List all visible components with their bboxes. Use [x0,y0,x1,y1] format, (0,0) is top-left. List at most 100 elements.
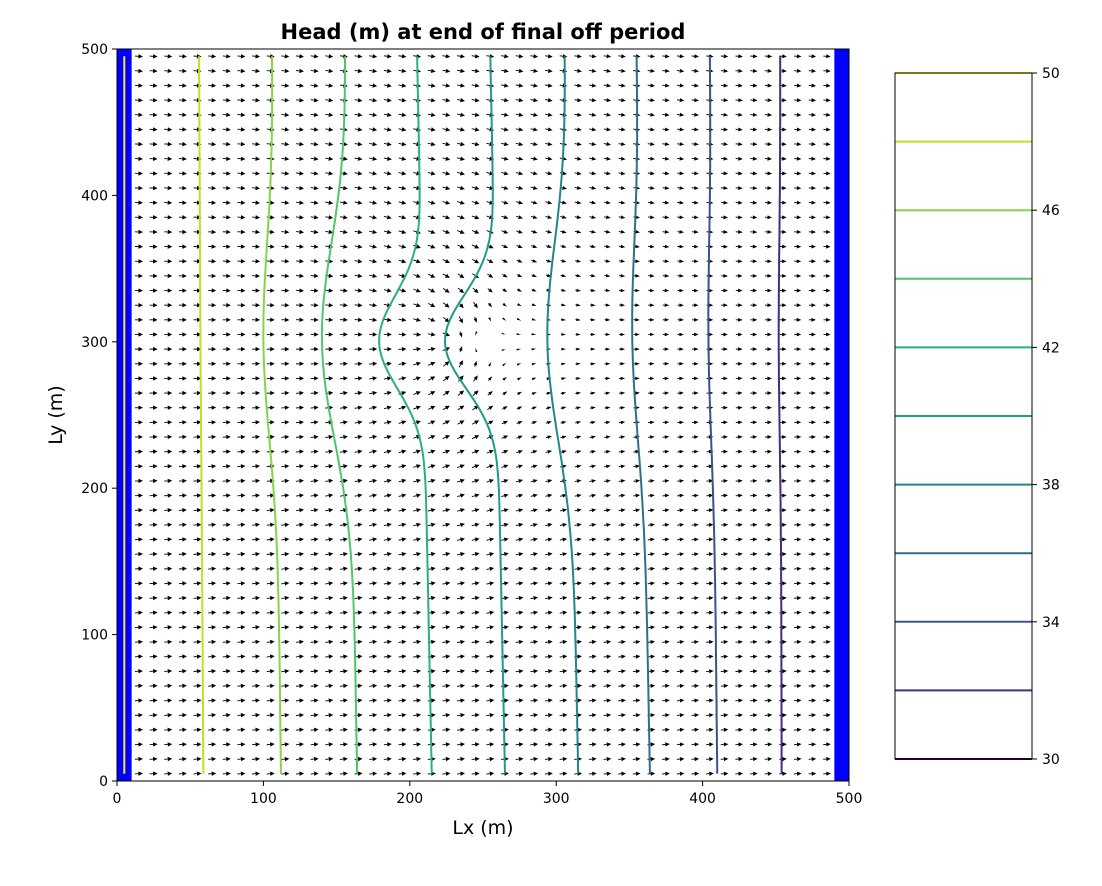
vector-arrowhead [548,669,553,674]
vector-arrowhead [269,566,275,571]
vector-arrowhead [694,171,699,176]
vector-arrowhead [167,171,173,176]
vector-arrowhead [562,596,568,601]
vector-arrowhead [387,639,392,645]
vector-arrowhead [372,581,378,586]
vector-arrowhead [182,756,187,762]
vector-arrowhead [796,317,802,322]
vector-arrowhead [459,273,465,279]
vector-arrow [457,273,461,277]
vector-arrowhead [621,771,626,776]
vector-arrowhead [167,420,173,425]
vector-arrowhead [182,669,187,674]
vector-arrowhead [576,391,581,395]
vector-arrowhead [328,346,334,352]
vector-arrowhead [430,478,436,484]
vector-arrowhead [591,244,596,249]
vector-arrow [442,583,446,585]
vector-arrowhead [620,406,626,410]
vector-arrowhead [357,97,363,103]
vector-arrowhead [635,669,641,674]
vector-arrowhead [752,361,758,366]
vector-arrowhead [328,332,334,337]
vector-arrowhead [576,215,582,219]
vector-arrowhead [606,552,612,557]
vector-arrowhead [547,566,553,571]
vector-arrowhead [240,171,246,176]
vector-arrowhead [416,610,422,615]
vector-arrowhead [502,406,508,410]
vector-arrowhead [240,625,246,630]
vector-arrow [398,553,403,556]
vector-arrowhead [606,771,612,776]
vector-arrowhead [723,771,729,776]
vector-arrowhead [255,98,261,103]
vector-arrow [427,553,432,556]
vector-arrowhead [284,185,290,191]
vector-arrowhead [211,551,217,557]
vector-arrow [442,142,447,145]
vector-arrowhead [269,537,275,542]
vector-arrowhead [416,742,422,747]
vector-arrowhead [372,420,378,425]
vector-arrowhead [767,303,772,308]
vector-arrow [398,274,403,277]
vector-arrowhead [767,435,772,439]
vector-arrowhead [796,537,802,542]
vector-arrowhead [372,390,378,396]
vector-arrowhead [694,756,700,762]
vector-arrowhead [752,127,758,132]
vector-arrow [530,583,534,585]
vector-arrowhead [811,493,816,498]
vector-arrowhead [620,566,626,571]
vector-arrow [457,568,461,570]
vector-arrowhead [606,523,611,527]
vector-arrowhead [664,537,670,542]
vector-arrow [369,260,373,262]
vector-arrowhead [679,464,685,469]
vector-arrowhead [562,654,568,659]
vector-arrowhead [328,727,334,732]
vector-arrow [413,465,417,468]
vector-arrow [442,215,447,218]
vector-arrow [427,259,432,262]
vector-arrowhead [357,537,363,542]
vector-arrowhead [767,713,773,718]
vector-arrowhead [401,83,407,88]
vector-arrow [413,583,417,585]
vector-arrowhead [532,450,538,454]
vector-arrowhead [738,127,743,132]
vector-arrowhead [328,376,334,381]
vector-arrowhead [826,405,831,410]
vector-arrow [486,230,490,233]
vector-arrowhead [533,596,539,601]
vector-arrowhead [430,229,436,234]
vector-arrow [486,172,490,174]
vector-arrowhead [343,361,348,366]
vector-arrowhead [547,142,553,147]
vector-arrow [545,583,549,585]
vector-arrowhead [343,654,348,659]
vector-arrowhead [167,493,173,498]
vector-arrowhead [460,771,466,776]
vector-arrow [354,465,359,468]
vector-arrowhead [649,391,655,395]
vector-arrowhead [167,610,173,615]
vector-arrowhead [752,142,758,147]
vector-arrowhead [782,581,787,586]
vector-arrowhead [240,127,246,132]
vector-arrowhead [738,83,743,88]
vector-arrowhead [650,493,655,498]
vector-arrowhead [504,698,509,703]
vector-arrowhead [679,435,684,439]
vector-arrowhead [167,54,173,59]
vector-arrowhead [196,361,202,366]
vector-arrow [486,201,490,203]
vector-arrowhead [401,332,407,337]
vector-arrowhead [811,303,816,308]
vector-arrowhead [270,639,275,645]
vector-arrowhead [679,625,685,630]
vector-arrow [458,363,462,368]
vector-arrow [383,157,388,160]
vector-arrow [471,480,476,483]
